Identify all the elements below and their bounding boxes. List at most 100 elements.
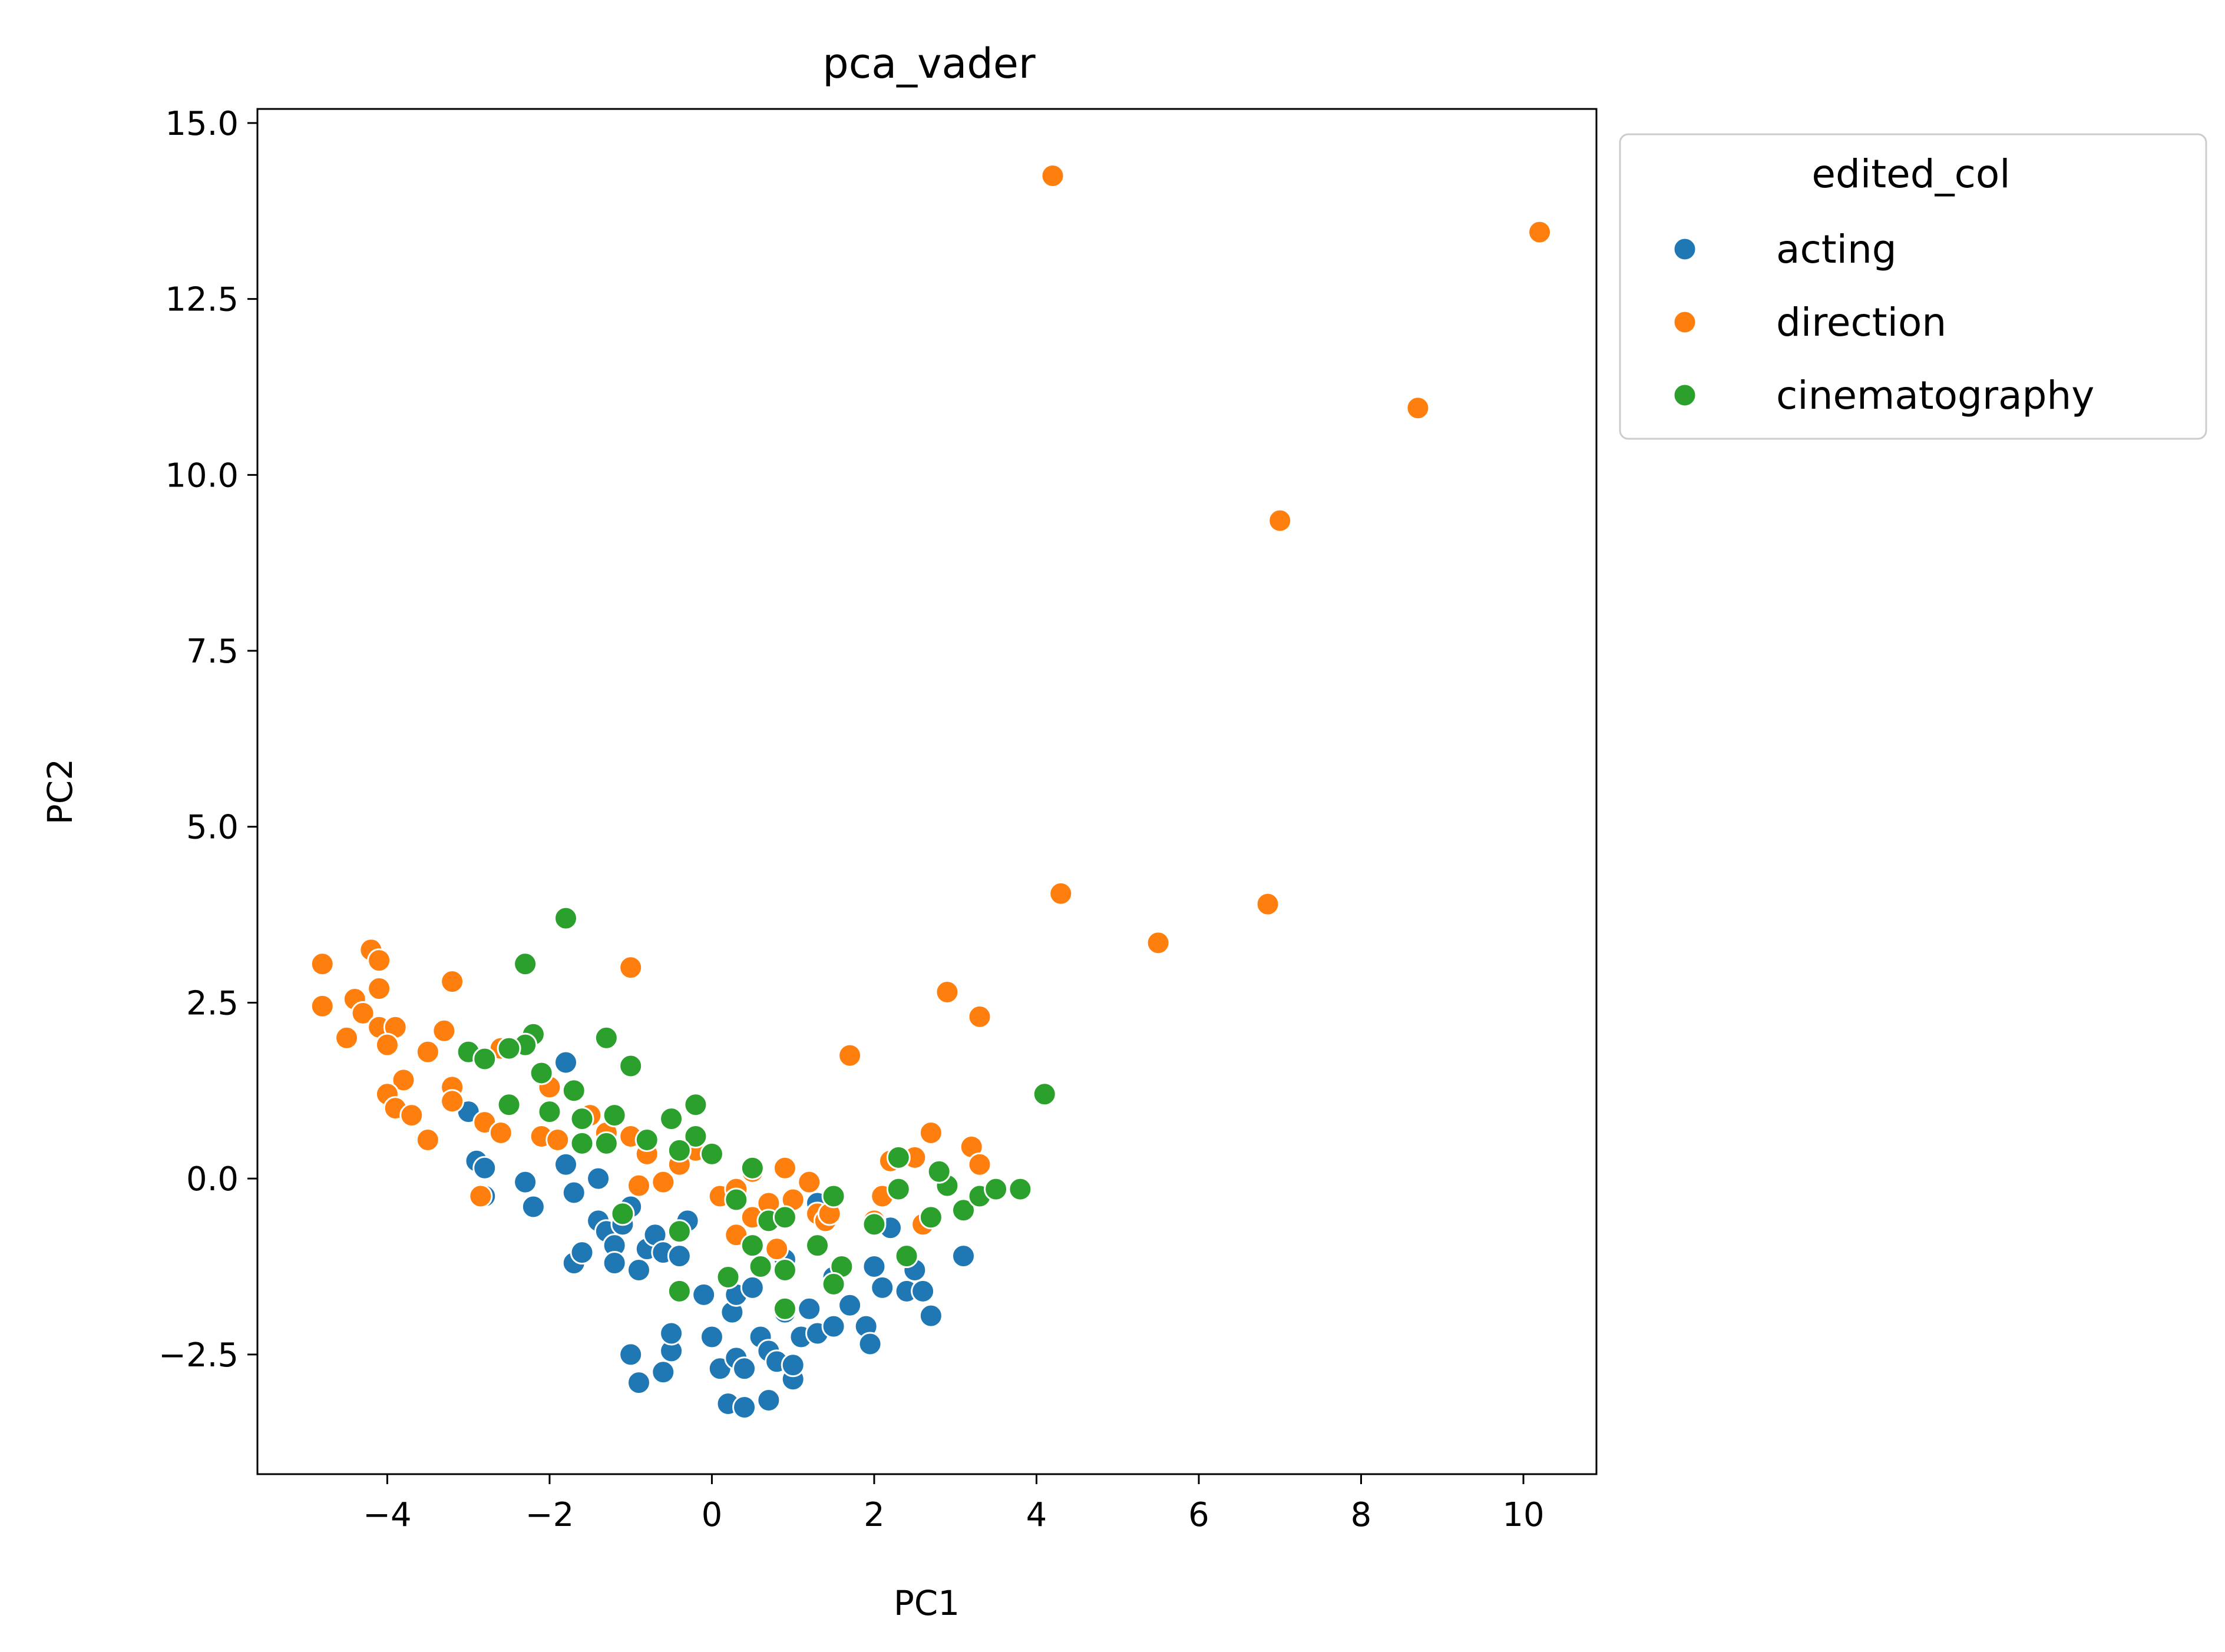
data-point-direction (1268, 508, 1292, 533)
data-point-acting (602, 1251, 627, 1276)
data-point-acting (561, 1180, 586, 1205)
data-point-cinematography (748, 1254, 773, 1279)
data-point-cinematography (683, 1124, 708, 1148)
data-point-direction (797, 1170, 822, 1194)
data-point-acting (821, 1314, 846, 1339)
data-point-cinematography (553, 906, 578, 931)
data-point-cinematography (683, 1092, 708, 1117)
data-point-direction (1146, 931, 1171, 955)
data-point-acting (756, 1388, 781, 1413)
data-point-direction (488, 1121, 513, 1145)
legend-title: edited_col (1811, 151, 2010, 197)
x-tick-label: −4 (363, 1496, 412, 1534)
data-point-cinematography (667, 1279, 692, 1303)
data-point-acting (911, 1279, 935, 1303)
data-point-cinematography (1008, 1177, 1033, 1201)
data-point-cinematography (918, 1205, 943, 1230)
data-point-cinematography (772, 1205, 797, 1230)
data-point-direction (1255, 892, 1280, 916)
data-point-acting (740, 1275, 765, 1300)
x-tick-label: 4 (1026, 1496, 1047, 1534)
data-point-acting (838, 1293, 862, 1317)
x-axis-label: PC1 (894, 1583, 960, 1623)
data-point-direction (310, 994, 335, 1018)
data-point-cinematography (805, 1233, 830, 1258)
data-point-direction (391, 1068, 416, 1092)
data-point-direction (415, 1127, 440, 1152)
data-point-cinematography (529, 1061, 554, 1085)
y-tick-label: 15.0 (165, 105, 239, 143)
data-point-acting (732, 1356, 757, 1381)
data-point-cinematography (740, 1156, 765, 1180)
y-tick-label: 7.5 (186, 633, 239, 671)
data-point-direction (772, 1156, 797, 1180)
data-point-direction (375, 1032, 399, 1057)
data-point-acting (553, 1050, 578, 1075)
legend-marker-direction (1672, 310, 1697, 335)
data-point-acting (781, 1353, 805, 1378)
data-point-direction (1040, 164, 1065, 188)
legend: edited_col acting direction cinematography (1619, 133, 2207, 440)
data-point-cinematography (610, 1201, 635, 1226)
data-point-acting (732, 1395, 757, 1419)
data-point-direction (619, 955, 643, 980)
x-tick-label: −2 (525, 1496, 574, 1534)
legend-frame (1619, 133, 2207, 440)
data-point-direction (545, 1127, 570, 1152)
plot-frame (256, 108, 1598, 1475)
data-point-cinematography (667, 1219, 692, 1244)
data-point-cinematography (537, 1100, 562, 1124)
data-point-cinematography (894, 1244, 919, 1269)
data-point-acting (699, 1325, 724, 1349)
data-point-direction (626, 1173, 651, 1198)
data-point-acting (521, 1194, 545, 1219)
data-point-acting (513, 1170, 538, 1194)
data-point-direction (838, 1043, 862, 1068)
y-tick-label: 0.0 (186, 1160, 239, 1199)
data-point-cinematography (716, 1264, 740, 1289)
data-point-direction (335, 1025, 359, 1050)
data-point-cinematography (951, 1198, 976, 1223)
y-tick-label: 5.0 (186, 809, 239, 847)
data-point-cinematography (570, 1107, 594, 1131)
data-point-direction (415, 1039, 440, 1064)
data-point-acting (659, 1321, 684, 1346)
legend-marker-acting (1672, 237, 1697, 261)
x-axis: −4 −2 0 2 4 6 8 10 (363, 1474, 1545, 1534)
data-point-acting (797, 1296, 822, 1321)
data-point-direction (967, 1152, 992, 1177)
y-tick-label: −2.5 (158, 1336, 239, 1375)
data-point-cinematography (1032, 1082, 1057, 1107)
data-point-cinematography (699, 1141, 724, 1166)
data-point-cinematography (772, 1257, 797, 1282)
data-point-cinematography (513, 952, 538, 976)
x-tick-label: 2 (864, 1496, 885, 1534)
data-point-direction (432, 1018, 457, 1043)
data-point-acting (619, 1342, 643, 1367)
data-point-acting (858, 1332, 882, 1356)
data-point-direction (468, 1184, 493, 1209)
data-point-cinematography (561, 1078, 586, 1103)
data-point-acting (667, 1244, 692, 1269)
data-point-acting (472, 1156, 497, 1180)
data-point-cinematography (570, 1131, 594, 1156)
data-point-cinematography (821, 1184, 846, 1209)
data-point-cinematography (821, 1272, 846, 1296)
data-point-acting (870, 1275, 895, 1300)
data-point-acting (918, 1303, 943, 1328)
x-tick-label: 10 (1502, 1496, 1544, 1534)
data-point-acting (626, 1257, 651, 1282)
x-tick-label: 0 (702, 1496, 723, 1534)
data-point-cinematography (772, 1296, 797, 1321)
chart-title: pca_vader (822, 39, 1036, 88)
data-point-direction (440, 1089, 465, 1114)
y-axis: −2.5 0.0 2.5 5.0 7.5 10.0 12.5 15.0 (158, 105, 257, 1375)
y-axis-label: PC2 (40, 759, 80, 825)
data-point-acting (651, 1360, 676, 1385)
data-point-direction (1049, 881, 1073, 906)
data-point-direction (935, 980, 960, 1005)
data-point-direction (399, 1103, 424, 1128)
legend-label-direction: direction (1776, 300, 1946, 345)
data-point-acting (553, 1152, 578, 1177)
